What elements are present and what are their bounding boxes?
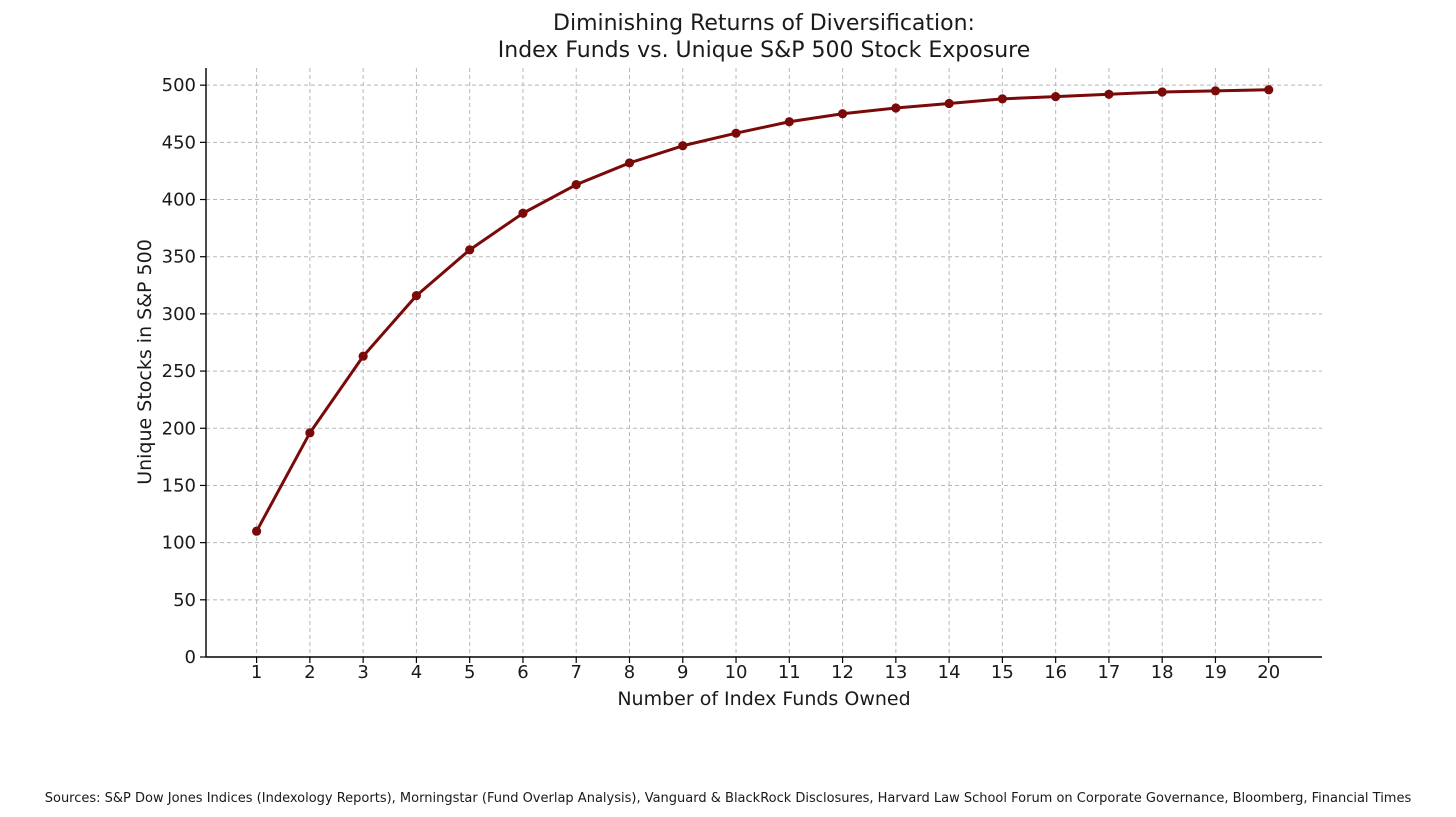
x-tick-label: 16 xyxy=(1044,662,1067,683)
data-point xyxy=(518,208,528,218)
series-line xyxy=(255,88,1271,533)
y-tick-label: 100 xyxy=(162,533,196,554)
x-tick-label: 20 xyxy=(1257,662,1280,683)
data-point xyxy=(624,158,635,168)
data-point xyxy=(305,428,315,438)
x-tick-label: 12 xyxy=(831,662,854,683)
x-tick-label: 19 xyxy=(1204,662,1227,683)
x-tick-label: 17 xyxy=(1097,662,1120,683)
data-point xyxy=(1104,89,1114,99)
y-tick-label: 300 xyxy=(162,304,196,325)
x-axis-label: Number of Index Funds Owned xyxy=(617,688,910,710)
x-tick-label: 3 xyxy=(357,662,368,683)
data-point xyxy=(571,180,581,190)
x-tick-label: 1 xyxy=(251,662,262,683)
chart-title: Diminishing Returns of Diversification: … xyxy=(498,11,1030,63)
y-tick-label: 350 xyxy=(162,247,196,268)
data-point xyxy=(891,103,901,113)
chart-title-line-1: Diminishing Returns of Diversification: xyxy=(553,11,975,36)
data-point xyxy=(997,94,1007,104)
data-point xyxy=(358,351,368,361)
y-tick-label: 450 xyxy=(162,132,196,153)
data-point xyxy=(731,128,741,138)
x-tick-label: 10 xyxy=(725,662,748,683)
x-tick-label: 11 xyxy=(778,662,801,683)
data-point xyxy=(784,117,794,127)
data-point xyxy=(465,245,475,255)
data-point xyxy=(252,526,262,536)
data-point xyxy=(411,290,422,301)
y-tick-label: 50 xyxy=(173,590,196,611)
grid xyxy=(206,68,1322,657)
x-tick-label: 9 xyxy=(677,662,688,683)
y-tick-label: 500 xyxy=(162,75,196,96)
data-point xyxy=(837,109,848,119)
x-tick-label: 8 xyxy=(624,662,635,683)
y-tick-label: 0 xyxy=(185,647,196,668)
x-tick-label: 14 xyxy=(938,662,961,683)
data-point xyxy=(1051,91,1061,102)
x-tick-label: 4 xyxy=(411,662,422,683)
y-axis-label: Unique Stocks in S&P 500 xyxy=(134,239,156,485)
y-tick-label: 200 xyxy=(162,418,196,439)
x-tick-label: 15 xyxy=(991,662,1014,683)
y-tick-label: 400 xyxy=(162,190,196,211)
data-point xyxy=(944,98,954,109)
y-tick-label: 250 xyxy=(162,361,196,382)
axes xyxy=(205,68,1322,658)
x-tick-label: 2 xyxy=(304,662,315,683)
x-tick-label: 18 xyxy=(1151,662,1174,683)
source-note: Sources: S&P Dow Jones Indices (Indexolo… xyxy=(45,791,1412,806)
x-tick-label: 6 xyxy=(517,662,528,683)
y-tick-label: 150 xyxy=(162,475,196,496)
x-tick-label: 13 xyxy=(884,662,907,683)
chart-title-line-2: Index Funds vs. Unique S&P 500 Stock Exp… xyxy=(498,38,1030,63)
x-tick-label: 5 xyxy=(464,662,475,683)
data-point xyxy=(1210,86,1221,96)
x-tick-label: 7 xyxy=(570,662,581,683)
data-point xyxy=(678,141,688,151)
series xyxy=(252,85,1274,536)
data-point xyxy=(1157,87,1167,97)
data-point xyxy=(1264,85,1274,95)
